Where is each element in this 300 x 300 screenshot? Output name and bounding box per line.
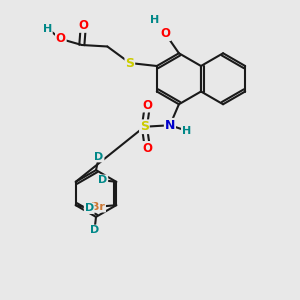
Text: D: D — [90, 225, 99, 236]
Text: N: N — [165, 119, 175, 132]
Text: O: O — [78, 19, 88, 32]
Text: D: D — [85, 203, 94, 213]
Text: H: H — [182, 126, 191, 136]
Text: S: S — [125, 56, 134, 70]
Text: O: O — [56, 32, 66, 46]
Text: D: D — [98, 175, 107, 185]
Text: O: O — [142, 142, 152, 155]
Text: H: H — [150, 15, 160, 25]
Text: Br: Br — [91, 202, 105, 212]
Text: D: D — [94, 152, 103, 162]
Text: O: O — [160, 27, 170, 40]
Text: S: S — [140, 120, 149, 133]
Text: O: O — [142, 99, 152, 112]
Text: H: H — [43, 23, 52, 34]
